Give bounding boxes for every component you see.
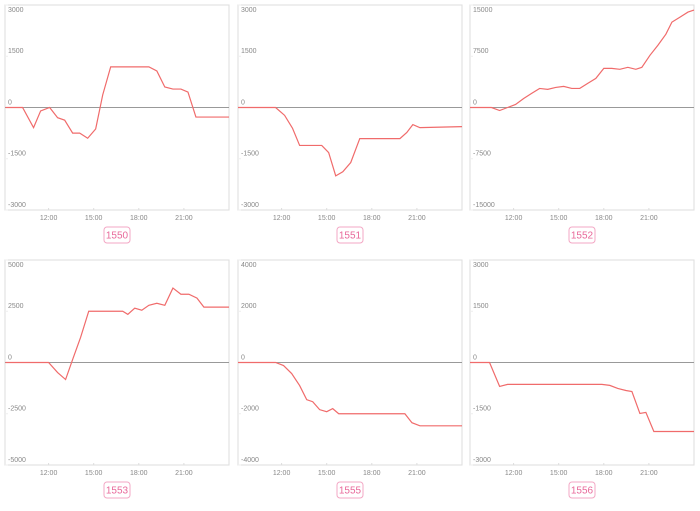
y-tick-label: 0 [473,99,477,106]
x-tick-label: 12:00 [505,215,523,222]
y-tick-label: -3000 [8,202,26,209]
y-tick-label: 1500 [8,48,24,55]
y-tick-label: -5000 [8,457,26,464]
y-tick-label: -1500 [473,406,491,413]
y-tick-label: -3000 [473,457,491,464]
x-tick-label: 15:00 [318,470,336,477]
line [5,66,229,140]
y-tick-label: 0 [241,99,245,106]
symbol-button-label[interactable]: 1555 [339,486,362,497]
y-tick-label: 0 [8,99,12,106]
x-tick-label: 15:00 [318,215,336,222]
x-tick-label: 21:00 [640,470,658,477]
y-tick-label: -15000 [473,202,495,209]
line [238,361,462,427]
symbol-button-label[interactable]: 1552 [571,231,594,242]
y-tick-label: 4000 [241,262,257,269]
x-tick-label: 21:00 [175,215,193,222]
line [238,106,463,177]
symbol-button-label[interactable]: 1551 [339,231,362,242]
y-tick-label: 1500 [241,48,257,55]
symbol-button[interactable] [103,226,131,244]
y-tick-label: 5000 [8,262,24,269]
x-tick-label: 15:00 [85,470,103,477]
y-tick-label: 7500 [473,48,489,55]
symbol-button-label[interactable]: 1553 [106,486,129,497]
x-tick-label: 18:00 [363,215,381,222]
y-tick-label: -2000 [241,406,259,413]
y-tick-label: -3000 [241,202,259,209]
symbol-button[interactable] [336,481,364,499]
symbol-button[interactable] [568,481,596,499]
y-tick-label: 1500 [473,303,489,310]
x-tick-label: 18:00 [130,215,148,222]
y-tick-label: 2000 [241,303,257,310]
x-tick-label: 12:00 [505,470,523,477]
x-tick-label: 18:00 [363,470,381,477]
x-tick-label: 21:00 [640,215,658,222]
x-tick-label: 15:00 [550,470,568,477]
x-tick-label: 21:00 [408,215,426,222]
x-tick-label: 21:00 [408,470,426,477]
symbol-button[interactable] [568,226,596,244]
x-tick-label: 12:00 [40,215,58,222]
y-tick-label: 3000 [8,7,24,14]
line [470,9,695,112]
line [5,287,229,381]
y-tick-label: 3000 [241,7,257,14]
y-tick-label: 2500 [8,303,24,310]
y-tick-label: 3000 [473,262,489,269]
x-tick-label: 18:00 [595,470,613,477]
x-tick-label: 12:00 [40,470,58,477]
y-tick-label: -1500 [241,151,259,158]
y-tick-label: -4000 [241,457,259,464]
y-tick-label: -2500 [8,406,26,413]
symbol-button-label[interactable]: 1550 [106,231,129,242]
y-tick-label: 0 [241,354,245,361]
symbol-button[interactable] [103,481,131,499]
x-tick-label: 21:00 [175,470,193,477]
y-tick-label: 0 [473,354,477,361]
x-tick-label: 18:00 [130,470,148,477]
x-tick-label: 15:00 [550,215,568,222]
symbol-button-label[interactable]: 1556 [571,486,594,497]
y-tick-label: 15000 [473,7,493,14]
y-tick-label: 0 [8,354,12,361]
line [470,361,694,433]
x-tick-label: 12:00 [273,215,291,222]
y-tick-label: -1500 [8,151,26,158]
x-tick-label: 12:00 [273,470,291,477]
x-tick-label: 18:00 [595,215,613,222]
y-tick-label: -7500 [473,151,491,158]
x-tick-label: 15:00 [85,215,103,222]
symbol-button[interactable] [336,226,364,244]
